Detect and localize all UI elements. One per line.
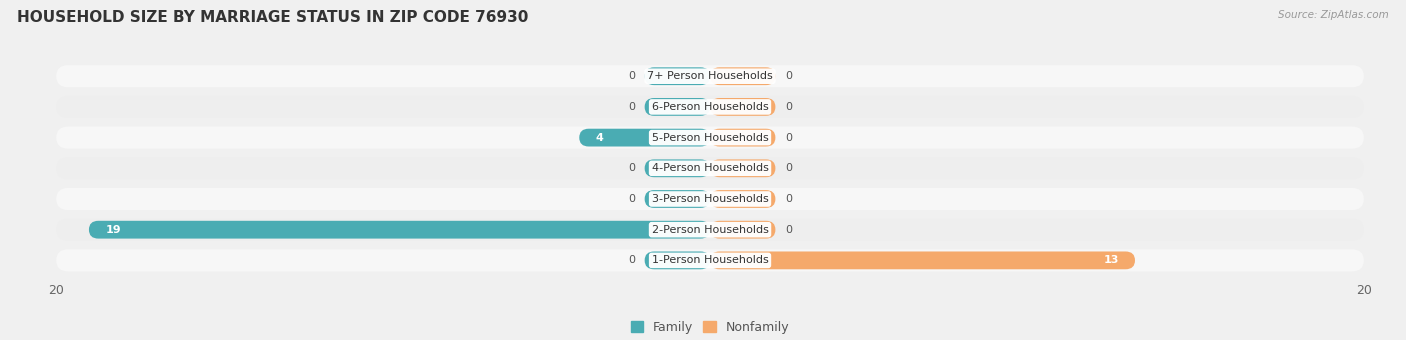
Text: 0: 0 (628, 194, 636, 204)
Text: 4-Person Households: 4-Person Households (651, 163, 769, 173)
Text: 0: 0 (628, 255, 636, 266)
Text: 6-Person Households: 6-Person Households (651, 102, 769, 112)
FancyBboxPatch shape (710, 129, 776, 147)
FancyBboxPatch shape (644, 252, 710, 269)
FancyBboxPatch shape (56, 65, 1364, 87)
FancyBboxPatch shape (89, 221, 710, 239)
Text: 0: 0 (785, 225, 792, 235)
Text: 19: 19 (105, 225, 121, 235)
FancyBboxPatch shape (56, 249, 1364, 271)
FancyBboxPatch shape (710, 98, 776, 116)
Text: 1-Person Households: 1-Person Households (651, 255, 769, 266)
Text: 0: 0 (785, 163, 792, 173)
Legend: Family, Nonfamily: Family, Nonfamily (626, 316, 794, 339)
Text: 4: 4 (596, 133, 603, 142)
Text: 0: 0 (785, 133, 792, 142)
FancyBboxPatch shape (56, 126, 1364, 149)
FancyBboxPatch shape (710, 159, 776, 177)
Text: 0: 0 (785, 194, 792, 204)
Text: 7+ Person Households: 7+ Person Households (647, 71, 773, 81)
FancyBboxPatch shape (644, 159, 710, 177)
Text: 5-Person Households: 5-Person Households (651, 133, 769, 142)
Text: HOUSEHOLD SIZE BY MARRIAGE STATUS IN ZIP CODE 76930: HOUSEHOLD SIZE BY MARRIAGE STATUS IN ZIP… (17, 10, 529, 25)
Text: 0: 0 (785, 102, 792, 112)
FancyBboxPatch shape (710, 221, 776, 239)
FancyBboxPatch shape (644, 67, 710, 85)
Text: 0: 0 (785, 71, 792, 81)
FancyBboxPatch shape (710, 252, 1135, 269)
FancyBboxPatch shape (56, 188, 1364, 210)
FancyBboxPatch shape (644, 98, 710, 116)
FancyBboxPatch shape (710, 190, 776, 208)
Text: 0: 0 (628, 71, 636, 81)
FancyBboxPatch shape (56, 219, 1364, 241)
Text: Source: ZipAtlas.com: Source: ZipAtlas.com (1278, 10, 1389, 20)
FancyBboxPatch shape (644, 190, 710, 208)
FancyBboxPatch shape (579, 129, 710, 147)
Text: 0: 0 (628, 102, 636, 112)
Text: 0: 0 (628, 163, 636, 173)
Text: 3-Person Households: 3-Person Households (651, 194, 769, 204)
FancyBboxPatch shape (56, 157, 1364, 180)
Text: 2-Person Households: 2-Person Households (651, 225, 769, 235)
Text: 13: 13 (1104, 255, 1119, 266)
FancyBboxPatch shape (56, 96, 1364, 118)
FancyBboxPatch shape (710, 67, 776, 85)
